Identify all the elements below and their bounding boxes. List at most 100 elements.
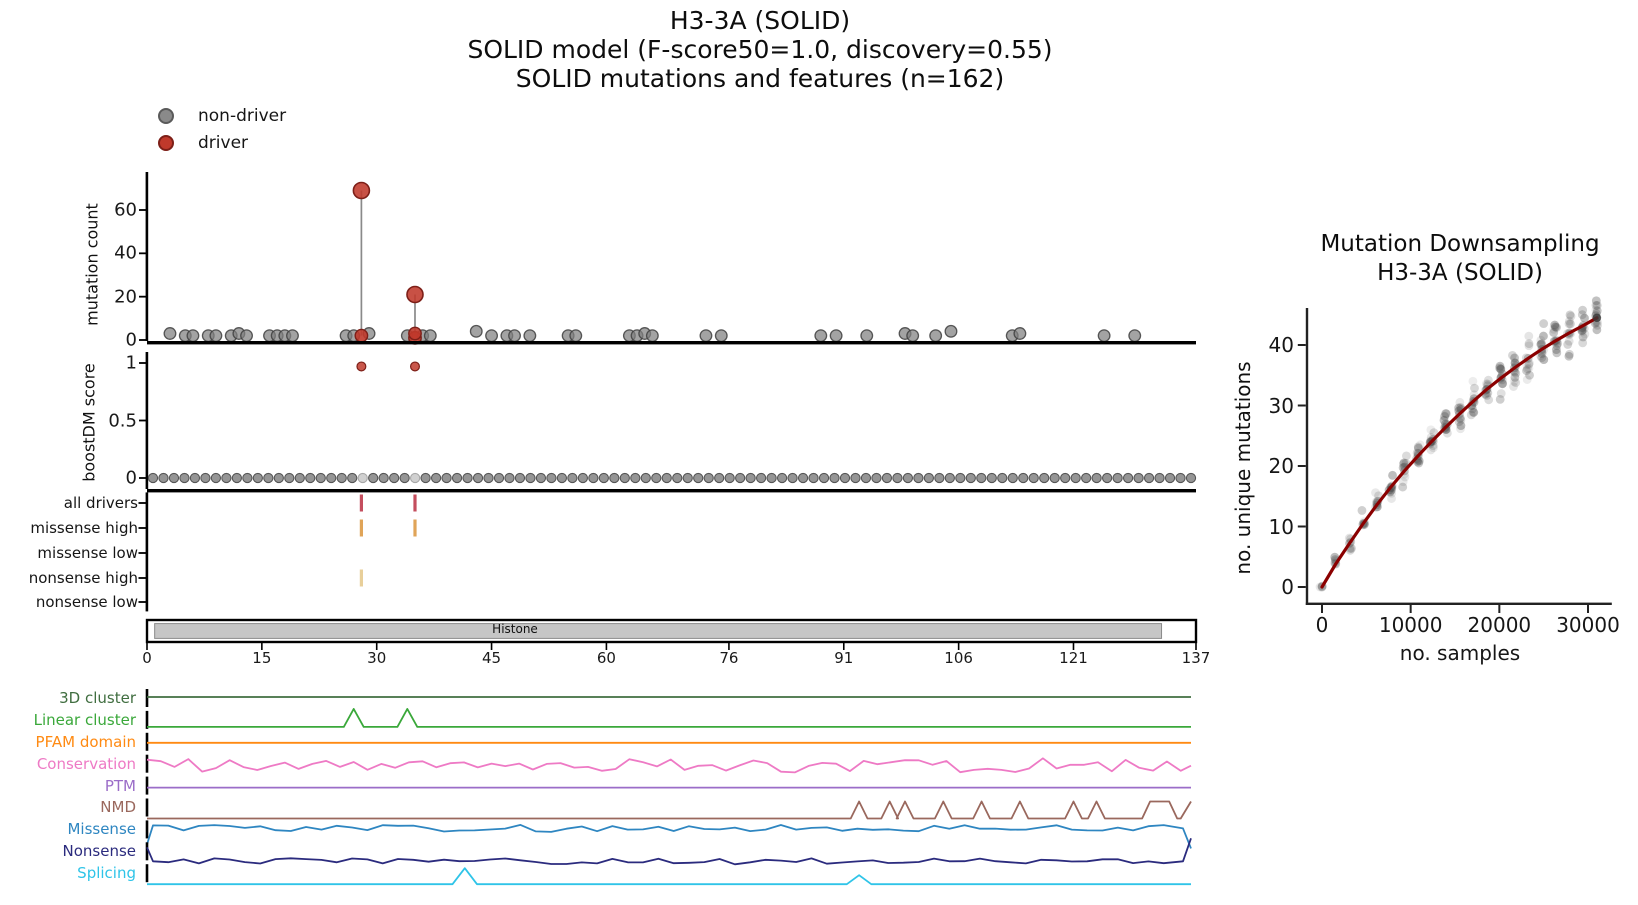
feature-label-missense: Missense [67,820,136,838]
score-zero-dot [850,472,861,484]
score-zero-dot [389,472,400,484]
non-driver-dot [929,329,943,343]
feature-label-nonsense: Nonsense [62,842,137,860]
score-zero-dot [1060,472,1071,484]
score-zero-dot [147,472,159,484]
downsample-dot [1357,506,1367,515]
title-line-2: SOLID model (F-score50=1.0, discovery=0.… [467,35,1053,64]
downsample-dot [1398,459,1408,469]
score-zero-dot [493,472,505,484]
downsample-dot [1564,336,1574,346]
score-zero-dot [1039,472,1050,484]
downsampling-trend-line [1320,316,1599,589]
title-line-1: H3-3A (SOLID) [669,6,851,35]
y-tick [1297,525,1306,528]
score-zero-dot [766,472,777,484]
feature-row-tick [145,754,149,773]
downsample-dot [1468,407,1478,417]
score-zero-dot [703,472,714,484]
score-zero-dot [451,472,463,484]
score-zero-dot [934,472,945,484]
y-tick [1297,465,1306,467]
y-tick [139,419,147,422]
feature-line [147,867,1191,886]
non-driver-dot [508,329,521,343]
non-driver-dot [829,329,843,343]
score-zero-dot [588,472,599,484]
feature-label-ptm: PTM [104,777,136,795]
x-tick [1498,605,1501,613]
score-zero-dot [1122,472,1134,484]
downsample-dot [1454,403,1464,413]
downsample-dot [1441,409,1451,418]
score-zero-dot [609,472,620,484]
feature-label-nmd: NMD [100,798,136,816]
downsample-dot [1522,366,1531,376]
y-tick [1297,586,1306,588]
downsample-dot [1510,373,1520,382]
score-zero-dot [997,472,1008,484]
downsample-dot [1539,319,1549,328]
downsample-dot [1578,338,1588,348]
downsample-dot [1593,321,1602,330]
legend-label-non-driver: non-driver [198,105,287,126]
downsample-dot [1592,325,1602,335]
downsample-dot [1496,364,1506,374]
downsample-dot [1415,440,1425,450]
score-zero-dot [735,472,746,484]
tick-label: 0 [125,467,137,489]
downsample-dot [1551,345,1561,355]
downsample-dot [1413,442,1423,452]
downsample-dot [1456,415,1466,425]
score-zero-dot [525,472,536,484]
driver-track-dash [359,569,363,587]
downsample-dot [1468,404,1477,414]
panel-separator [147,489,1196,493]
non-driver-dot [699,329,713,343]
score-zero-dot [976,472,987,484]
score-zero-dot [273,472,284,484]
driver-base-dot [354,328,369,343]
score-zero-dot [944,472,955,484]
score-zero-dot [430,472,442,484]
score-zero-dot [923,472,935,484]
x-tick [1195,642,1197,650]
row-tick [138,527,147,529]
downsample-dot [1426,425,1436,435]
downsample-dot [1498,379,1507,389]
non-driver-dot [209,329,223,343]
feature-line [147,800,1192,820]
y-tick [139,477,147,479]
legend-label-driver: driver [198,132,249,153]
downsample-dot [1440,412,1449,422]
score-zero-dot [1101,472,1113,484]
tick-label: 121 [1059,649,1088,667]
x-tick [490,642,493,650]
x-tick [1321,605,1323,613]
downsample-dot [1592,300,1602,310]
score-zero-dot [818,472,830,484]
score-zero-dot [640,472,651,484]
non-driver-dot [860,329,874,343]
tick-label: 76 [719,649,739,667]
downsample-dot [1564,319,1574,329]
score-zero-dot [200,472,211,484]
score-zero-dot [672,472,683,484]
downsample-dot [1550,320,1560,330]
driver-track-dash [359,519,363,537]
score-zero-dot [1049,472,1060,484]
downsample-dot [1578,305,1588,315]
score-zero-dot [535,472,547,484]
non-driver-dot [906,329,920,343]
tick-label: 60 [114,199,137,221]
downsample-dot [1524,339,1534,349]
score-zero-dot [409,472,421,484]
score-zero-dot [326,472,337,484]
downsample-dot [1498,379,1507,388]
score-zero-dot [651,472,662,484]
y-tick [139,339,147,341]
tick-label: 10 [1268,514,1294,539]
row-tick [138,601,147,603]
downsample-dot [1524,358,1534,368]
